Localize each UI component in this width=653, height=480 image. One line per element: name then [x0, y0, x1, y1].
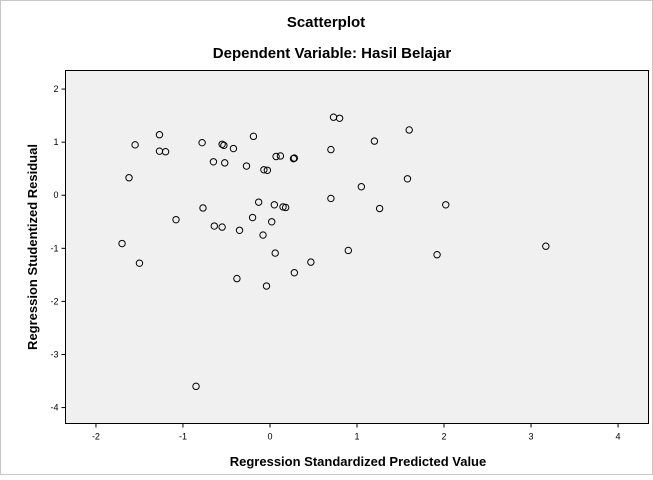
x-axis: -2 -1 0 1 2 3 4 — [92, 423, 621, 442]
y-tick-label: 2 — [53, 84, 58, 94]
scatter-point — [290, 154, 299, 162]
scatter-point — [344, 246, 352, 255]
y-tick-label: -2 — [50, 296, 58, 306]
scatter-point — [268, 218, 276, 226]
scatter-point — [403, 175, 412, 183]
scatter-point — [442, 201, 450, 209]
scatter-point — [279, 203, 287, 211]
scatter-point — [375, 204, 384, 213]
scatter-point — [259, 231, 267, 239]
scatter-point — [370, 137, 379, 145]
scatter-point — [131, 141, 139, 149]
scatter-point — [542, 242, 550, 250]
scatter-point — [276, 152, 285, 160]
scatter-point — [357, 183, 366, 191]
y-tick-label: -1 — [50, 243, 58, 253]
x-tick-label: 4 — [616, 432, 621, 442]
scatter-point — [327, 194, 335, 203]
data-points — [118, 113, 550, 391]
scatter-point — [135, 259, 144, 267]
x-tick-label: 3 — [529, 432, 534, 442]
x-tick-label: 2 — [442, 432, 447, 442]
scatter-point — [218, 223, 226, 231]
scatter-point — [272, 152, 280, 161]
y-axis-label: Regression Studentized Residual — [25, 144, 40, 350]
scatter-point — [242, 162, 251, 170]
chart-subtitle: Dependent Variable: Hasil Belajar — [213, 45, 452, 62]
scatter-point — [270, 201, 279, 209]
scatter-point — [198, 138, 206, 147]
x-tick-label: 0 — [267, 432, 272, 442]
scatter-point — [192, 382, 200, 391]
scatter-point — [249, 132, 258, 141]
scatter-point — [405, 126, 413, 134]
x-tick-label: -1 — [179, 432, 187, 442]
y-tick-label: 0 — [53, 190, 58, 200]
y-tick-label: -4 — [50, 403, 58, 413]
scatter-point — [307, 258, 315, 266]
scatter-point — [118, 239, 126, 248]
scatter-point — [433, 250, 441, 259]
scatter-point — [221, 159, 229, 167]
plot-area — [65, 70, 649, 424]
y-tick-label: -3 — [50, 349, 58, 359]
scatter-point — [235, 226, 244, 234]
scatter-point — [263, 166, 272, 174]
y-axis: 2 1 0 -1 -2 -3 -4 — [50, 84, 66, 413]
scatter-point — [218, 140, 226, 148]
scatter-point — [290, 269, 299, 277]
x-tick-label: -2 — [92, 432, 100, 442]
chart-title: Scatterplot — [287, 14, 365, 31]
scatter-point — [260, 166, 268, 174]
scatter-point — [271, 249, 279, 257]
scatter-point — [229, 144, 238, 153]
scatter-point — [155, 131, 164, 139]
scatter-point — [220, 141, 228, 150]
scatter-point — [233, 274, 241, 283]
scatter-point — [172, 215, 180, 224]
scatter-point — [210, 222, 218, 230]
scatter-point — [248, 213, 257, 222]
scatter-point — [262, 282, 271, 290]
scatter-point — [327, 145, 335, 154]
scatter-point — [281, 203, 290, 212]
scatter-point — [199, 204, 207, 212]
scatter-point — [161, 148, 170, 156]
scatter-point — [254, 198, 263, 206]
scatter-point — [335, 114, 344, 122]
x-axis-label: Regression Standardized Predicted Value — [230, 454, 486, 469]
x-tick-label: 1 — [354, 432, 359, 442]
y-tick-label: 1 — [53, 137, 58, 147]
scatter-point — [125, 174, 133, 182]
scatter-point — [209, 158, 218, 166]
